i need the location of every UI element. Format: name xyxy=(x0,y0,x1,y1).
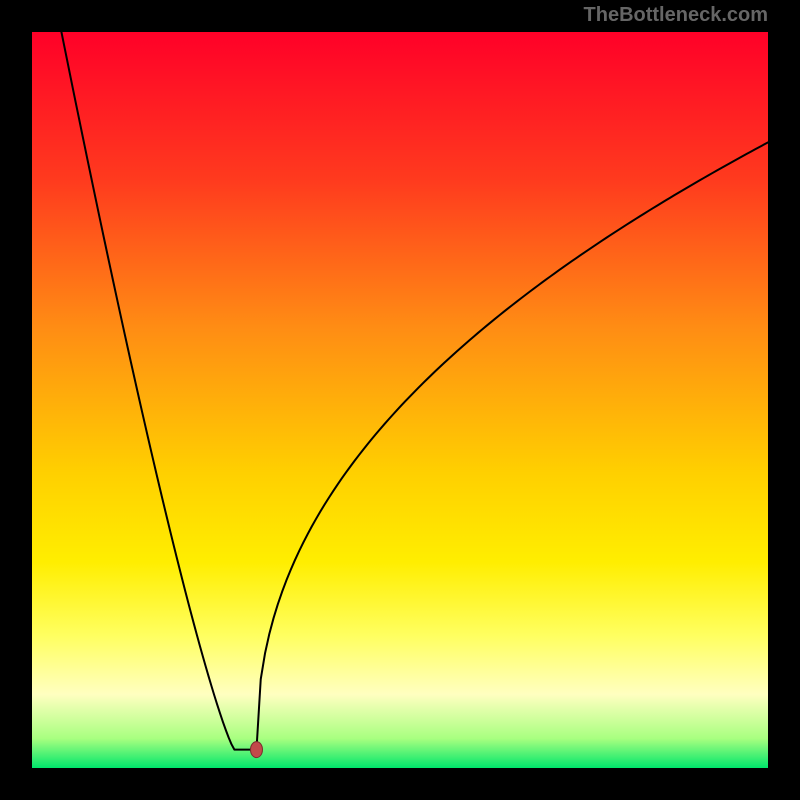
watermark-text: TheBottleneck.com xyxy=(584,4,768,27)
bottleneck-chart xyxy=(32,32,768,768)
chart-container xyxy=(32,32,768,768)
optimum-marker xyxy=(250,742,262,758)
gradient-background xyxy=(32,32,768,768)
